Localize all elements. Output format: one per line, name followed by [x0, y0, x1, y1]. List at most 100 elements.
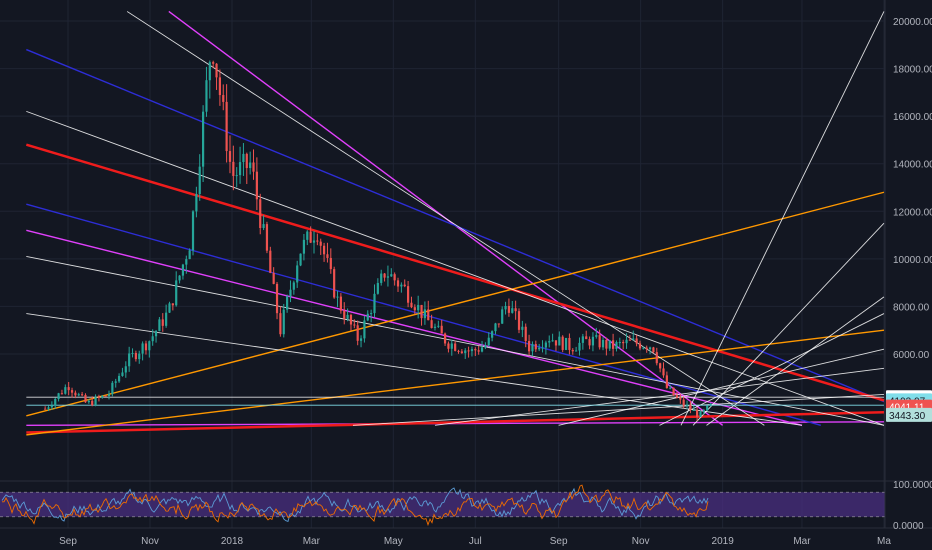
candle-body: [185, 259, 188, 265]
candle-body: [642, 347, 645, 349]
candle-body: [370, 313, 373, 315]
candle-body: [67, 387, 70, 391]
candle-body: [269, 250, 272, 273]
candle-body: [501, 309, 504, 324]
x-axis-tick-labels[interactable]: Sep Nov 2018 Mar May Jul Sep Nov 2019 Mar Ma: [59, 536, 891, 547]
candle-body: [242, 153, 245, 163]
trend-line: [692, 222, 885, 426]
candle-body: [410, 302, 413, 308]
price-tag-label: 3443.30: [889, 411, 926, 422]
candle-body: [709, 403, 712, 407]
candle-body: [50, 405, 53, 408]
x-tick-label: Mar: [303, 536, 321, 547]
x-tick-label: Sep: [59, 536, 77, 547]
candle-body: [366, 313, 369, 321]
candle-body: [252, 162, 255, 172]
candle-body: [235, 175, 238, 177]
candle-body: [406, 286, 410, 303]
candle-body: [94, 396, 97, 406]
trend-line: [659, 313, 885, 426]
candle-body: [645, 347, 648, 350]
y-tick-label: 16000.00: [893, 112, 932, 123]
candle-body: [648, 347, 652, 350]
candle-body: [91, 400, 94, 406]
x-tick-label: May: [384, 536, 403, 547]
candle-body: [148, 341, 151, 351]
candle-body: [134, 352, 137, 360]
candle-body: [386, 276, 390, 278]
candle-body: [575, 350, 578, 352]
trend-lines: [25, 10, 885, 436]
candle-body: [417, 304, 420, 311]
candle-body: [289, 289, 292, 297]
candle-body: [605, 339, 608, 349]
candle-body: [117, 375, 121, 382]
candle-body: [104, 395, 107, 397]
candle-body: [54, 399, 57, 406]
candle-body: [454, 343, 457, 351]
candle-body: [665, 375, 668, 389]
y-tick-label: 18000.00: [893, 65, 932, 76]
candle-body: [669, 387, 672, 389]
candle-body: [675, 395, 679, 398]
candle-body: [393, 274, 396, 281]
candle-body: [601, 339, 605, 348]
candle-body: [504, 306, 507, 310]
candle-body: [534, 344, 537, 350]
candle-body: [598, 335, 601, 348]
candle-body: [255, 171, 258, 200]
candle-body: [433, 326, 437, 328]
candle-body: [57, 393, 60, 400]
candle-body: [161, 319, 164, 326]
candle-body: [548, 341, 551, 343]
candle-body: [524, 326, 527, 342]
trend-line: [26, 329, 885, 436]
candle-body: [306, 231, 309, 240]
candle-body: [585, 336, 588, 340]
candle-body: [427, 309, 430, 321]
candle-body: [611, 340, 615, 349]
candle-body: [460, 351, 463, 354]
candle-body: [309, 231, 312, 243]
candle-body: [299, 253, 302, 266]
candle-body: [165, 312, 168, 326]
candle-body: [279, 313, 282, 335]
oscillator-tick-label: 0.0000: [893, 521, 924, 532]
candle-body: [699, 411, 702, 417]
candle-body: [81, 394, 84, 396]
candle-body: [638, 343, 642, 349]
candle-body: [655, 352, 658, 364]
candle-body: [302, 239, 306, 254]
candle-body: [84, 394, 87, 403]
candle-body: [282, 309, 285, 335]
candle-body: [531, 344, 534, 352]
candle-body: [652, 347, 655, 353]
candle-body: [581, 336, 584, 343]
candle-body: [383, 273, 386, 278]
candle-body: [238, 162, 242, 176]
candle-body: [615, 342, 618, 349]
candle-body: [175, 280, 178, 306]
x-tick-label: Ma: [877, 536, 891, 547]
candle-body: [151, 336, 154, 342]
candle-body: [60, 393, 64, 395]
candle-body: [659, 363, 662, 369]
candle-body: [121, 372, 124, 376]
candle-body: [403, 284, 406, 287]
candle-body: [144, 343, 148, 351]
candle-body: [544, 342, 547, 348]
candle-body: [198, 166, 201, 195]
candle-body: [477, 350, 480, 352]
candle-body: [44, 408, 47, 410]
y-axis-tick-labels[interactable]: 20000.00 18000.00 16000.00 14000.00 12000.00…: [893, 17, 932, 361]
candle-body: [632, 338, 635, 340]
oscillator-band: [0, 492, 885, 517]
candle-body: [208, 62, 211, 81]
price-tag-box: [886, 407, 932, 422]
x-tick-label: Nov: [632, 536, 650, 547]
candle-body: [222, 95, 225, 102]
gridlines: [0, 0, 885, 528]
candle-body: [692, 409, 695, 411]
candle-body: [87, 400, 90, 403]
candle-body: [413, 307, 416, 311]
